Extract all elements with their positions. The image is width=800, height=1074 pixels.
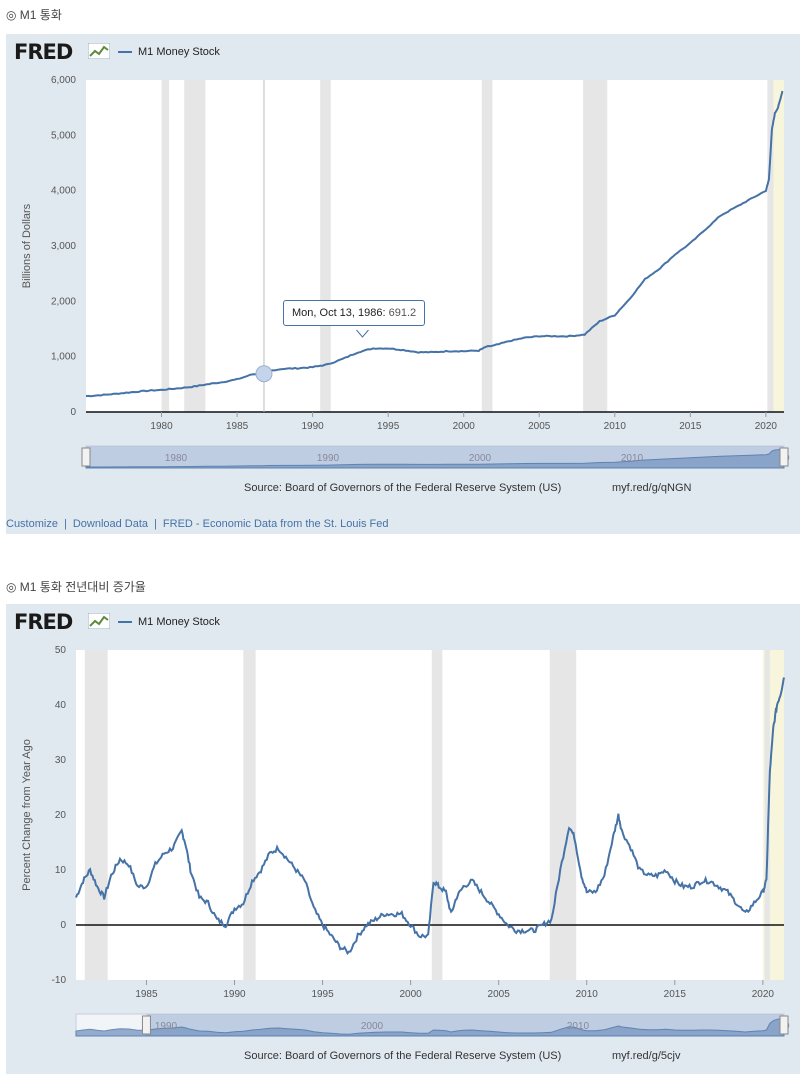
navigator-label: 1980 <box>165 453 188 464</box>
y-tick-label: 40 <box>55 700 67 711</box>
x-tick-label: 2010 <box>604 421 627 432</box>
x-tick-label: 2020 <box>752 989 775 1000</box>
recession-band <box>767 80 774 412</box>
footer-links: Customize | Download Data | FRED - Economic … <box>6 518 389 530</box>
separator: | <box>63 518 67 530</box>
y-axis-label: Percent Change from Year Ago <box>21 739 33 891</box>
hover-marker <box>255 365 273 383</box>
navigator-handle <box>81 447 91 467</box>
m1-chart[interactable]: 0 1,000 2,000 3,000 4,000 5,000 6,000 1980 1985 1… <box>6 34 800 534</box>
chart-panel-m1: FRED M1 Money Stock 0 1,000 2,000 3,000 4,00… <box>6 34 800 534</box>
y-tick-label: 3,000 <box>51 241 76 252</box>
y-tick-label: 5,000 <box>51 130 76 141</box>
y-tick-label: 2,000 <box>51 296 76 307</box>
recession-band <box>481 80 493 412</box>
x-tick-label: 1995 <box>377 421 400 432</box>
x-tick-label: 2015 <box>679 421 702 432</box>
fred-logo[interactable]: FRED <box>14 40 73 64</box>
section-title: ◎ M1 통화 <box>6 8 62 22</box>
recession-band <box>549 650 577 980</box>
recession-band <box>184 80 206 412</box>
y-tick-label: 10 <box>55 865 67 876</box>
recession-band <box>764 650 770 980</box>
navigator-series <box>75 1017 785 1037</box>
tooltip-pointer <box>356 329 369 338</box>
separator: | <box>154 518 157 530</box>
source-text: Source: Board of Governors of the Federa… <box>244 1050 562 1062</box>
navigator-label: 2010 <box>621 453 644 464</box>
x-tick-label: 1980 <box>150 421 173 432</box>
chart-panel-m1-pct: FRED M1 Money Stock -10 0 10 20 30 40 50 1985 19… <box>6 604 800 1074</box>
navigator-label: 2000 <box>361 1021 384 1032</box>
m1-pct-chart[interactable]: -10 0 10 20 30 40 50 1985 1990 1995 2000 2005 2010 20… <box>6 604 800 1074</box>
plot-area <box>76 650 784 980</box>
series-line <box>75 677 785 956</box>
legend-label: M1 Money Stock <box>138 616 220 628</box>
fred-graph-icon <box>88 613 110 629</box>
legend-label: M1 Money Stock <box>138 46 220 58</box>
section-title: ◎ M1 통화 전년대비 증가율 <box>6 580 146 594</box>
data-tooltip: Mon, Oct 13, 1986: 691.2 <box>283 300 426 326</box>
customize-link[interactable]: Customize <box>6 518 58 530</box>
navigator-handle <box>779 447 789 467</box>
navigator-label: 1990 <box>155 1021 178 1032</box>
y-tick-label: 0 <box>70 407 76 418</box>
y-tick-label: 30 <box>55 755 67 766</box>
x-tick-label: 2005 <box>488 989 511 1000</box>
fred-logo[interactable]: FRED <box>14 610 73 634</box>
navigator-handle <box>141 1015 151 1035</box>
legend[interactable]: M1 Money Stock <box>118 616 220 628</box>
x-tick-label: 1985 <box>135 989 158 1000</box>
recession-band <box>84 650 108 980</box>
source-text: Source: Board of Governors of the Federa… <box>244 482 562 494</box>
y-tick-label: 4,000 <box>51 186 76 197</box>
x-tick-label: 2000 <box>453 421 476 432</box>
x-tick-label: 2000 <box>400 989 423 1000</box>
x-tick-label: 2015 <box>664 989 687 1000</box>
highlight-band <box>770 80 784 412</box>
y-tick-label: 50 <box>55 645 67 656</box>
fred-graph-icon <box>88 43 110 59</box>
x-tick-label: 2005 <box>528 421 551 432</box>
legend-swatch <box>118 51 132 54</box>
y-tick-label: -10 <box>52 975 67 986</box>
y-tick-label: 0 <box>60 920 66 931</box>
tooltip-value: 691.2 <box>388 307 417 319</box>
navigator-label: 1990 <box>317 453 340 464</box>
short-link[interactable]: myf.red/g/5cjv <box>612 1050 681 1062</box>
tooltip-date: Mon, Oct 13, 1986: <box>292 307 386 319</box>
x-tick-label: 1990 <box>223 989 246 1000</box>
x-tick-label: 2010 <box>576 989 599 1000</box>
navigator-label: 2000 <box>469 453 492 464</box>
recession-band <box>320 80 331 412</box>
recession-band <box>161 80 170 412</box>
x-tick-label: 1995 <box>311 989 334 1000</box>
recession-band <box>431 650 443 980</box>
y-tick-label: 1,000 <box>51 352 76 363</box>
navigator-series <box>85 448 785 469</box>
legend-swatch <box>118 621 132 624</box>
navigator-handle <box>779 1015 789 1035</box>
y-tick-label: 20 <box>55 810 67 821</box>
legend[interactable]: M1 Money Stock <box>118 46 220 58</box>
short-link[interactable]: myf.red/g/qNGN <box>612 482 692 494</box>
x-tick-label: 1990 <box>301 421 324 432</box>
recession-band <box>583 80 608 412</box>
x-tick-label: 2020 <box>755 421 778 432</box>
y-axis-label: Billions of Dollars <box>21 203 33 288</box>
download-data-link[interactable]: Download Data <box>72 518 149 530</box>
navigator-label: 2010 <box>567 1021 590 1032</box>
recession-band <box>243 650 256 980</box>
series-line <box>85 90 784 398</box>
y-tick-label: 6,000 <box>51 75 76 86</box>
fred-home-link[interactable]: FRED - Economic Data from the St. Louis … <box>162 518 389 530</box>
x-tick-label: 1985 <box>226 421 249 432</box>
